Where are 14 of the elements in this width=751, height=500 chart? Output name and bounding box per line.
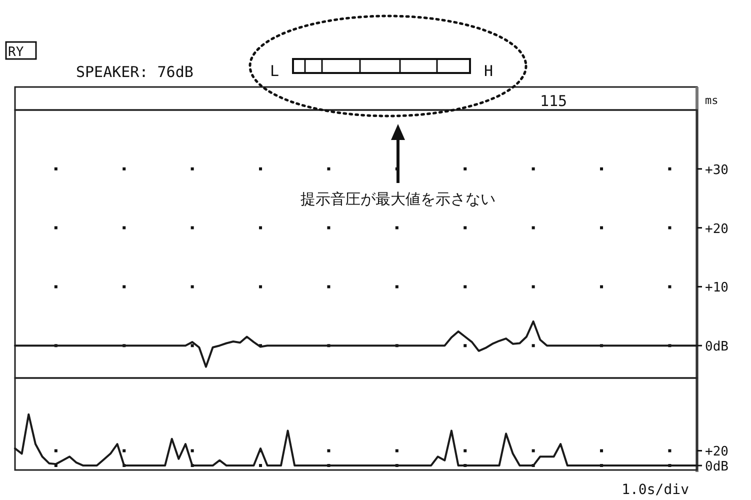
- text: L: [270, 62, 280, 80]
- x-axis-title: 1.0s/div: [622, 482, 689, 498]
- annotation: 115: [540, 92, 568, 110]
- y-tick-label: +30: [705, 162, 728, 178]
- chart-title: SPEAKER: 76dB: [76, 63, 194, 81]
- text: ms: [705, 94, 718, 107]
- y-tick-label: 0dB: [705, 340, 729, 355]
- text: RY: [8, 45, 24, 60]
- annotation: 提示音圧が最大値を示さない: [300, 190, 496, 208]
- y-tick-label: 0dB: [705, 460, 729, 475]
- y-tick-label: +10: [705, 280, 728, 296]
- y-tick-label: +20: [705, 222, 728, 237]
- y-tick-label: +20: [705, 444, 728, 460]
- text: H: [484, 62, 494, 80]
